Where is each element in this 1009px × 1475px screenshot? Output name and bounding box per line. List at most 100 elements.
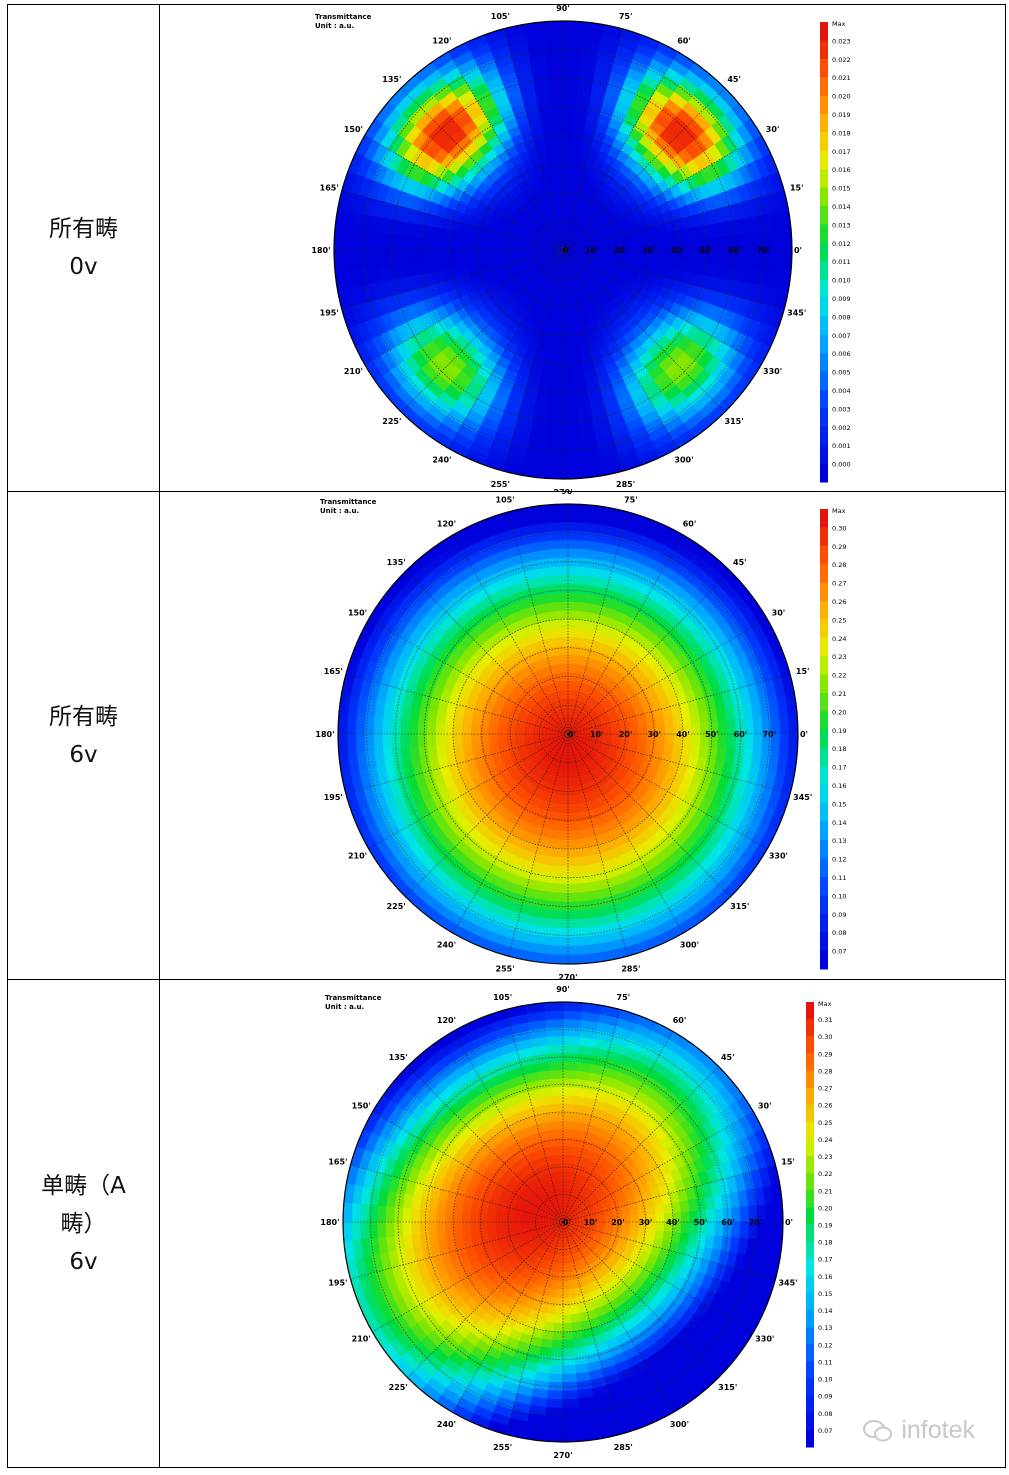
field-cell xyxy=(346,733,357,754)
azimuth-label: 345' xyxy=(787,309,806,318)
field-cell xyxy=(408,733,419,749)
field-cell xyxy=(488,719,499,729)
field-cell xyxy=(562,372,575,383)
field-cell xyxy=(596,1221,606,1227)
field-cell xyxy=(563,777,569,788)
legend-swatch xyxy=(820,693,828,712)
field-cell xyxy=(518,245,529,251)
field-cell xyxy=(550,1279,559,1290)
azimuth-label: 300' xyxy=(680,940,699,949)
azimuth-label: 225' xyxy=(387,902,406,911)
grid-radial xyxy=(503,28,564,251)
table-row: 所有畴 6v Transmittance Unit : a.u. 0' 15' 30' 4… xyxy=(7,491,1006,980)
field-cell xyxy=(546,425,564,436)
field-cell xyxy=(680,712,692,725)
table-row: 单畴（A 畴） 6v Transmittance Unit : a.u. 0' 15'… xyxy=(7,979,1006,1468)
field-cell xyxy=(562,328,572,339)
field-cell xyxy=(717,733,728,749)
legend-swatch xyxy=(820,463,828,483)
field-cell xyxy=(717,719,728,735)
field-cell xyxy=(453,713,464,726)
field-cell xyxy=(547,327,557,339)
field-cell xyxy=(469,1213,480,1223)
legend-swatch xyxy=(820,132,828,152)
field-cell xyxy=(556,1280,564,1291)
azimuth-label: 210' xyxy=(344,367,363,376)
field-cell xyxy=(571,1112,583,1123)
field-cell xyxy=(567,530,587,541)
field-cell xyxy=(662,1230,673,1242)
field-cell xyxy=(395,235,406,251)
field-cell xyxy=(562,152,572,163)
field-cell xyxy=(782,249,793,271)
legend-value: 0.006 xyxy=(832,350,851,358)
legend-value: 0.30 xyxy=(832,524,846,532)
field-cell xyxy=(549,829,560,841)
field-cell xyxy=(417,733,428,748)
azimuth-label: 105' xyxy=(491,12,510,21)
azimuth-label: 90' xyxy=(561,492,575,496)
field-cell xyxy=(562,117,575,128)
field-cell xyxy=(663,742,675,753)
field-cell xyxy=(562,1111,573,1122)
field-cell xyxy=(541,126,554,138)
row-label: 所有畴 0v xyxy=(7,4,160,492)
polar-label: 50' xyxy=(705,730,719,739)
row-label: 单畴（A 畴） 6v xyxy=(7,979,160,1468)
field-cell xyxy=(558,293,564,304)
field-cell xyxy=(659,240,670,251)
field-cell xyxy=(567,804,576,814)
field-cell xyxy=(654,741,666,752)
field-cell xyxy=(483,235,494,245)
field-cell xyxy=(562,38,582,49)
field-cell xyxy=(659,249,670,260)
field-cell xyxy=(567,901,584,912)
field-cell xyxy=(562,1297,571,1307)
field-cell xyxy=(550,820,561,832)
row-label: 所有畴 6v xyxy=(7,491,160,980)
field-cell xyxy=(691,722,702,735)
field-cell xyxy=(553,346,564,357)
grid-radial xyxy=(567,733,628,957)
legend-value: 0.015 xyxy=(832,185,851,193)
legend-value: 0.018 xyxy=(832,129,851,137)
field-cell xyxy=(523,729,534,735)
field-cell xyxy=(562,1103,574,1113)
field-cell xyxy=(567,609,580,620)
field-cell xyxy=(638,726,648,735)
field-cell xyxy=(554,328,564,339)
field-cell xyxy=(567,883,583,894)
field-cell xyxy=(571,144,582,155)
row-label-line: 所有畴 xyxy=(49,216,118,242)
field-cell xyxy=(649,257,660,268)
field-cell xyxy=(664,724,675,735)
field-cell xyxy=(444,1201,456,1213)
field-cell xyxy=(511,1217,522,1223)
field-cell xyxy=(576,619,589,630)
field-cell xyxy=(567,936,587,947)
field-cell xyxy=(549,927,569,938)
field-cell xyxy=(549,390,564,401)
field-cell xyxy=(514,729,525,735)
field-cell xyxy=(474,241,485,251)
field-cell xyxy=(562,1145,570,1155)
field-cell xyxy=(562,1331,574,1341)
field-cell xyxy=(453,1202,464,1214)
azimuth-label: 90' xyxy=(556,5,570,13)
field-cell xyxy=(381,733,393,751)
field-cell xyxy=(556,1289,564,1299)
legend-swatch xyxy=(820,445,828,465)
field-cell xyxy=(550,539,569,550)
field-cell xyxy=(567,547,585,559)
field-cell xyxy=(549,1288,558,1299)
field-cell xyxy=(562,363,575,374)
color-legend: Max0.300.290.280.270.260.250.240.230.220… xyxy=(820,507,846,970)
field-cell xyxy=(399,733,410,749)
azimuth-label: 315' xyxy=(730,902,749,911)
legend-value: 0.020 xyxy=(832,93,851,101)
field-cell xyxy=(567,574,583,585)
field-cell xyxy=(486,1208,497,1217)
grid-radial xyxy=(567,618,768,735)
field-cell xyxy=(637,739,648,749)
field-cell xyxy=(567,830,578,841)
